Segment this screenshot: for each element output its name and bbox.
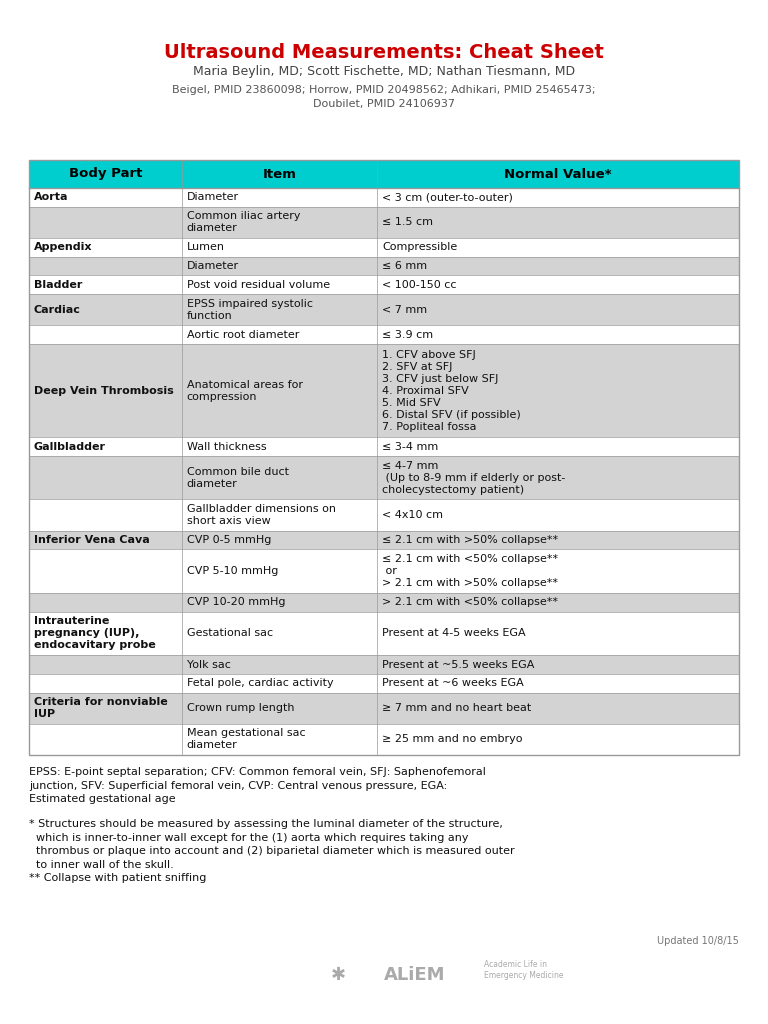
Text: Aorta: Aorta (34, 193, 68, 203)
Text: Bladder: Bladder (34, 280, 82, 290)
Bar (29, 724, 739, 755)
Text: Common bile duct
diameter: Common bile duct diameter (187, 467, 289, 488)
Text: Compressible: Compressible (382, 243, 457, 252)
Text: Present at ~5.5 weeks EGA: Present at ~5.5 weeks EGA (382, 659, 535, 670)
Text: ≤ 4-7 mm
 (Up to 8-9 mm if elderly or post-
cholecystectomy patient): ≤ 4-7 mm (Up to 8-9 mm if elderly or pos… (382, 461, 565, 495)
Text: Item: Item (263, 168, 296, 180)
Bar (29, 160, 739, 188)
Text: Appendix: Appendix (34, 243, 92, 252)
Text: < 100-150 cc: < 100-150 cc (382, 280, 456, 290)
Bar (29, 655, 739, 674)
Text: Criteria for nonviable
IUP: Criteria for nonviable IUP (34, 697, 167, 719)
Text: Deep Vein Thrombosis: Deep Vein Thrombosis (34, 386, 174, 395)
Bar (29, 326, 739, 344)
Text: ≤ 3-4 mm: ≤ 3-4 mm (382, 441, 439, 452)
Text: ≥ 7 mm and no heart beat: ≥ 7 mm and no heart beat (382, 703, 531, 714)
Text: Present at ~6 weeks EGA: Present at ~6 weeks EGA (382, 678, 524, 688)
Text: ≤ 1.5 cm: ≤ 1.5 cm (382, 217, 433, 227)
Bar (29, 238, 739, 257)
Text: Beigel, PMID 23860098; Horrow, PMID 20498562; Adhikari, PMID 25465473;: Beigel, PMID 23860098; Horrow, PMID 2049… (172, 85, 596, 95)
Text: Diameter: Diameter (187, 261, 239, 271)
Text: Ultrasound Measurements: Cheat Sheet: Ultrasound Measurements: Cheat Sheet (164, 43, 604, 61)
Text: CVP 10-20 mmHg: CVP 10-20 mmHg (187, 597, 285, 607)
Text: Lumen: Lumen (187, 243, 225, 252)
Bar (29, 593, 739, 611)
Text: Doubilet, PMID 24106937: Doubilet, PMID 24106937 (313, 99, 455, 109)
Text: Present at 4-5 weeks EGA: Present at 4-5 weeks EGA (382, 629, 525, 638)
Text: < 3 cm (outer-to-outer): < 3 cm (outer-to-outer) (382, 193, 513, 203)
Text: < 4x10 cm: < 4x10 cm (382, 510, 443, 520)
Text: * Structures should be measured by assessing the luminal diameter of the structu: * Structures should be measured by asses… (29, 819, 515, 884)
Text: Common iliac artery
diameter: Common iliac artery diameter (187, 211, 300, 233)
Text: Updated 10/8/15: Updated 10/8/15 (657, 936, 739, 946)
Text: ≤ 3.9 cm: ≤ 3.9 cm (382, 330, 433, 340)
Text: EPSS impaired systolic
function: EPSS impaired systolic function (187, 299, 313, 321)
Text: Gallbladder: Gallbladder (34, 441, 106, 452)
Text: Intrauterine
pregnancy (IUP),
endocavitary probe: Intrauterine pregnancy (IUP), endocavita… (34, 616, 156, 650)
Text: ≥ 25 mm and no embryo: ≥ 25 mm and no embryo (382, 734, 522, 744)
Text: < 7 mm: < 7 mm (382, 305, 427, 314)
Text: Academic Life in
Emergency Medicine: Academic Life in Emergency Medicine (484, 959, 564, 980)
Bar (29, 674, 739, 692)
Text: Anatomical areas for
compression: Anatomical areas for compression (187, 380, 303, 401)
Text: Inferior Vena Cava: Inferior Vena Cava (34, 535, 150, 545)
Text: 1. CFV above SFJ
2. SFV at SFJ
3. CFV just below SFJ
4. Proximal SFV
5. Mid SFV
: 1. CFV above SFJ 2. SFV at SFJ 3. CFV ju… (382, 349, 521, 432)
Text: Maria Beylin, MD; Scott Fischette, MD; Nathan Tiesmann, MD: Maria Beylin, MD; Scott Fischette, MD; N… (193, 66, 575, 79)
Bar (29, 275, 739, 294)
Bar (29, 437, 739, 456)
Text: Crown rump length: Crown rump length (187, 703, 294, 714)
Text: Aortic root diameter: Aortic root diameter (187, 330, 299, 340)
Text: Yolk sac: Yolk sac (187, 659, 230, 670)
Text: Normal Value*: Normal Value* (505, 168, 611, 180)
Bar (29, 456, 739, 500)
Bar (29, 294, 739, 326)
Bar (29, 344, 739, 437)
Text: ALiEM: ALiEM (384, 966, 445, 984)
Bar (29, 257, 739, 275)
Text: ≤ 2.1 cm with <50% collapse**
 or
> 2.1 cm with >50% collapse**: ≤ 2.1 cm with <50% collapse** or > 2.1 c… (382, 554, 558, 588)
Text: Gallbladder dimensions on
short axis view: Gallbladder dimensions on short axis vie… (187, 504, 336, 526)
Bar (29, 160, 739, 755)
Bar (29, 549, 739, 593)
Text: Body Part: Body Part (68, 168, 142, 180)
Bar (29, 500, 739, 530)
Bar (29, 530, 739, 549)
Text: Gestational sac: Gestational sac (187, 629, 273, 638)
Text: EPSS: E-point septal separation; CFV: Common femoral vein, SFJ: Saphenofemoral
j: EPSS: E-point septal separation; CFV: Co… (29, 767, 486, 804)
Text: CVP 0-5 mmHg: CVP 0-5 mmHg (187, 535, 271, 545)
Text: Fetal pole, cardiac activity: Fetal pole, cardiac activity (187, 678, 333, 688)
Text: ≤ 6 mm: ≤ 6 mm (382, 261, 427, 271)
Text: ✱: ✱ (330, 966, 346, 984)
Bar (29, 611, 739, 655)
Text: Diameter: Diameter (187, 193, 239, 203)
Text: Wall thickness: Wall thickness (187, 441, 266, 452)
Text: Mean gestational sac
diameter: Mean gestational sac diameter (187, 728, 305, 751)
Text: ≤ 2.1 cm with >50% collapse**: ≤ 2.1 cm with >50% collapse** (382, 535, 558, 545)
Text: > 2.1 cm with <50% collapse**: > 2.1 cm with <50% collapse** (382, 597, 558, 607)
Bar (29, 188, 739, 207)
Text: Post void residual volume: Post void residual volume (187, 280, 329, 290)
Text: Cardiac: Cardiac (34, 305, 81, 314)
Bar (29, 207, 739, 238)
Text: CVP 5-10 mmHg: CVP 5-10 mmHg (187, 566, 278, 577)
Bar (29, 692, 739, 724)
